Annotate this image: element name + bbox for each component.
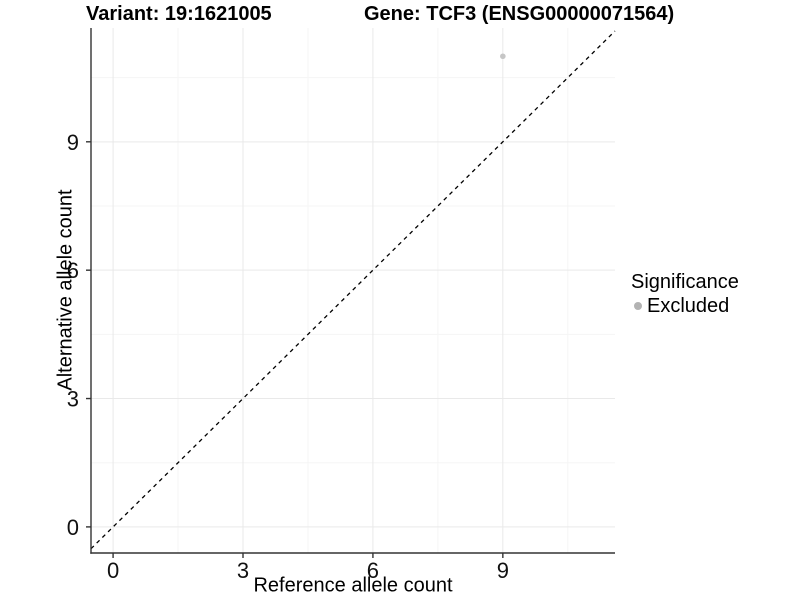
gene-title: Gene: TCF3 (ENSG00000071564) bbox=[364, 3, 675, 25]
legend-item-excluded: Excluded bbox=[631, 295, 739, 317]
identity-line bbox=[90, 30, 616, 550]
legend-key-circle-icon bbox=[634, 302, 642, 310]
legend-item-label: Excluded bbox=[647, 295, 730, 317]
y-tick-label: 9 bbox=[67, 130, 79, 155]
x-axis-title: Reference allele count bbox=[253, 574, 453, 597]
y-axis-title: Alternative allele count bbox=[54, 189, 77, 391]
y-tick-label: 6 bbox=[67, 258, 79, 283]
legend: Significance Excluded bbox=[631, 271, 739, 317]
x-tick-label: 6 bbox=[367, 558, 379, 583]
variant-title: Variant: 19:1621005 bbox=[86, 3, 272, 25]
y-tick-label: 0 bbox=[67, 515, 79, 540]
legend-title: Significance bbox=[631, 271, 739, 293]
data-point bbox=[500, 53, 506, 60]
y-tick-label: 3 bbox=[67, 387, 79, 412]
x-tick-label: 0 bbox=[107, 558, 119, 583]
x-tick-label: 9 bbox=[497, 558, 509, 583]
x-tick-label: 3 bbox=[237, 558, 249, 583]
